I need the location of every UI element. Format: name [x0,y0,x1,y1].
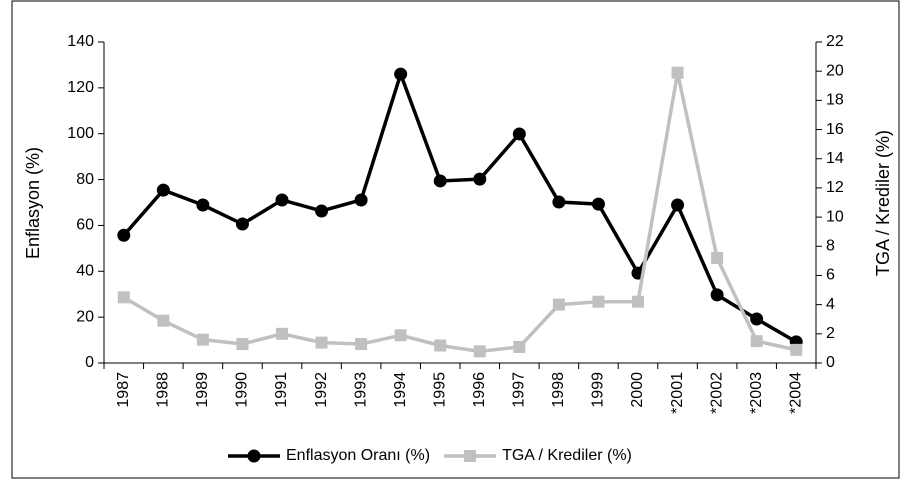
x-tick-label: *2001 [669,372,686,414]
point [117,228,131,242]
series-line [122,68,798,344]
x-tick-label: 1996 [471,372,488,408]
x-tick-label: 1995 [431,372,448,408]
point [473,172,487,186]
y2-tick-label: 2 [826,325,835,342]
x-tick-label: *2004 [787,372,804,414]
point [592,295,605,308]
point [711,251,724,264]
point [513,340,526,353]
point [591,197,605,211]
point [196,333,209,346]
y-tick-label: 20 [76,308,94,325]
point [632,295,644,308]
point [276,327,288,340]
point [433,174,447,188]
frame [11,0,900,479]
point [196,198,210,212]
x-tick-label: *2003 [748,372,765,414]
y2-tick-label: 0 [826,354,835,371]
point [671,66,684,79]
y2-tick-label: 10 [826,208,844,225]
y-tick-label: 0 [85,354,94,371]
y2-tick-label: 12 [826,179,844,196]
point [236,338,249,351]
point [750,312,764,326]
x-tick-label: 2000 [629,372,646,408]
y-tick-label: 80 [76,171,94,188]
y2-tick-label: 4 [826,296,835,313]
point [315,204,329,218]
y2-tick-label: 14 [826,150,844,167]
legend-marker [247,449,261,463]
y2-tick-label: 6 [826,267,835,284]
point [354,193,368,207]
legend-label: Enflasyon Oranı (%) [286,447,430,464]
point [315,336,328,349]
x-tick-label: 1998 [550,372,567,408]
y2-tick-label: 18 [826,92,844,109]
y2-axis-title: TGA / Krediler (%) [873,130,893,276]
point [117,291,130,304]
x-tick-label: 1990 [234,372,251,408]
point [552,298,565,311]
point [235,217,249,231]
x-tick-label: 1988 [155,372,172,408]
point [750,335,763,348]
point [157,314,170,327]
series-line [122,72,797,354]
x-tick-label: 1993 [352,372,369,408]
y2-tick-label: 16 [826,121,844,138]
point [275,193,289,207]
y-tick-label: 40 [76,263,94,280]
point [394,67,408,81]
x-tick-label: 1987 [115,372,132,408]
y-tick-label: 100 [67,125,94,142]
y2-tick-label: 8 [826,237,835,254]
legend-marker [464,450,477,462]
x-tick-label: *2002 [708,372,725,414]
point [552,195,566,209]
point [355,338,368,351]
point [512,127,526,141]
point [790,343,803,356]
point [671,198,685,212]
y-axis-title: Enflasyon (%) [23,147,43,259]
x-tick-label: 1997 [511,372,528,408]
legend-label: TGA / Krediler (%) [502,447,632,464]
y-tick-label: 140 [67,33,94,50]
x-tick-label: 1999 [590,372,607,408]
point [394,329,407,342]
y2-tick-label: 22 [826,33,844,50]
y2-tick-label: 20 [826,62,844,79]
x-tick-label: 1994 [392,372,409,408]
point [434,339,447,352]
x-tick-label: 1991 [273,372,290,408]
point [156,183,170,197]
x-tick-label: 1992 [313,372,330,408]
point [473,345,486,358]
y-tick-label: 120 [67,79,94,96]
y-tick-label: 60 [76,217,94,234]
point [710,288,724,302]
x-tick-label: 1989 [194,372,211,408]
